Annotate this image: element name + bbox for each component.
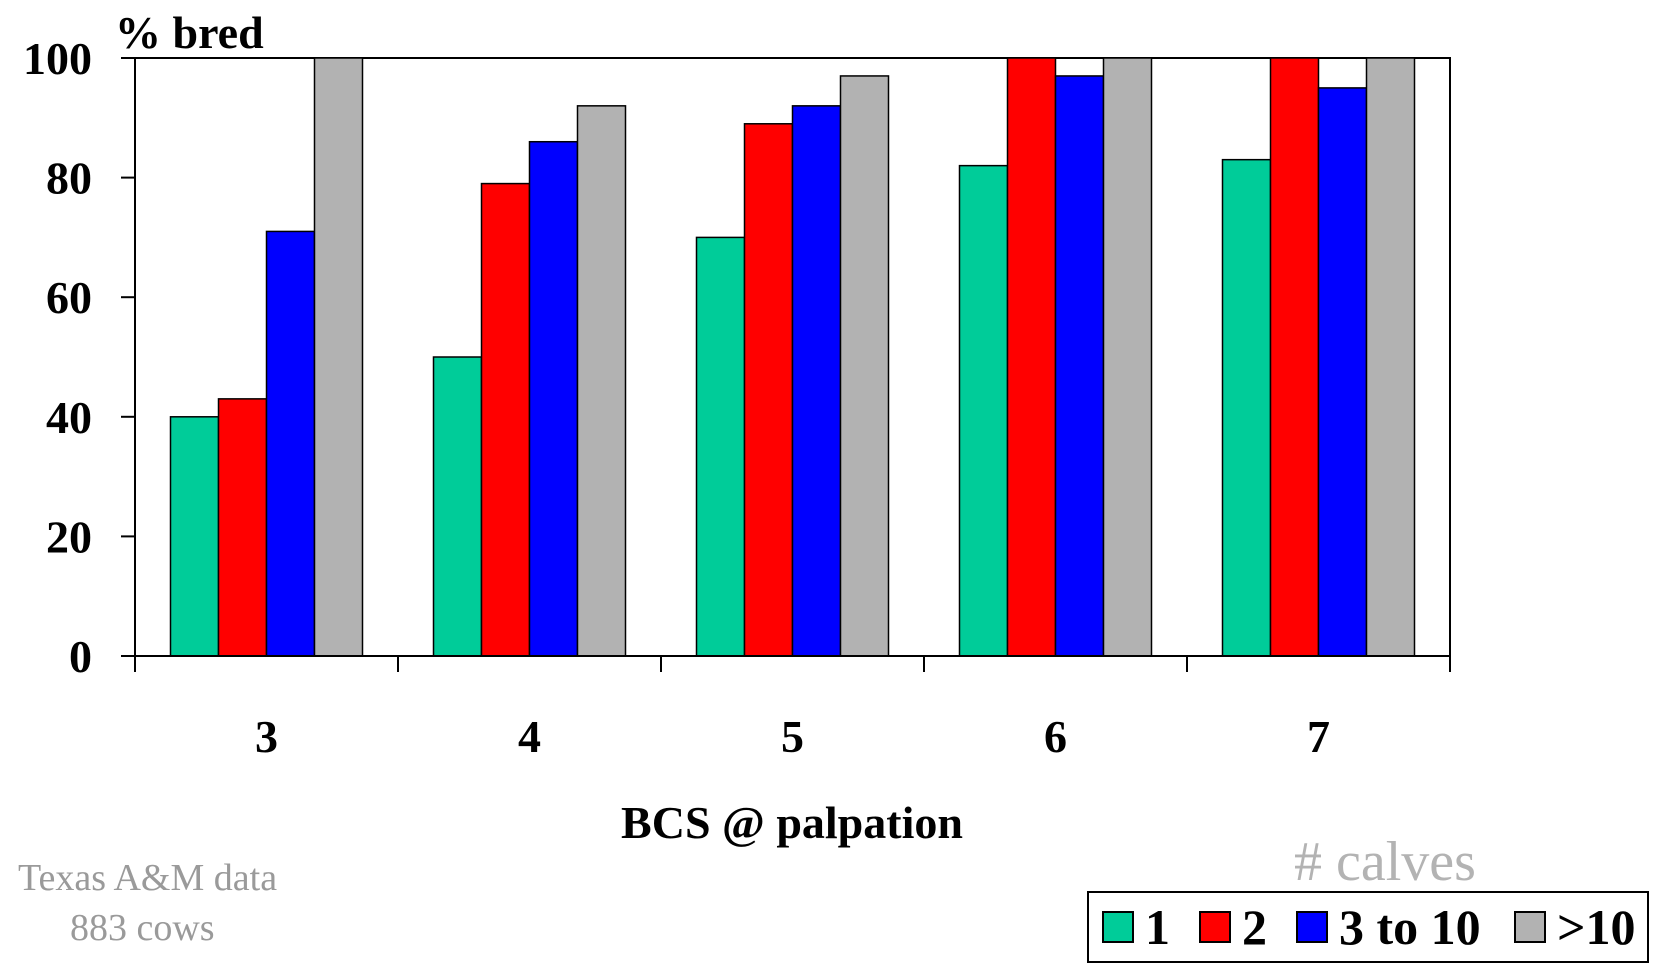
y-tick-label: 100 [23, 33, 92, 84]
y-tick-label: 0 [69, 631, 92, 682]
source-note-line1: Texas A&M data [18, 857, 277, 899]
y-tick-label: 20 [46, 511, 92, 562]
y-tick-label: 60 [46, 272, 92, 323]
bar-5-series-3 [839, 75, 890, 657]
legend-label-2: 3 to 10 [1339, 899, 1481, 955]
legend-label-1: 2 [1242, 899, 1267, 955]
legend-label-3: >10 [1557, 899, 1636, 955]
y-tick-label: 40 [46, 392, 92, 443]
bar-4-series-0 [432, 356, 483, 657]
bar-7-series-1 [1269, 57, 1320, 657]
bar-5-series-2 [791, 105, 842, 657]
bar-6-series-0 [958, 164, 1009, 657]
bar-3-series-0 [169, 416, 220, 657]
bar-3-series-3 [313, 57, 364, 657]
y-tick-label: 80 [46, 153, 92, 204]
x-tick-label: 6 [1044, 711, 1067, 762]
bar-5-series-0 [695, 236, 746, 657]
bar-7-series-0 [1221, 158, 1272, 657]
legend-label-0: 1 [1145, 899, 1170, 955]
bar-4-series-3 [576, 105, 627, 657]
legend-title: # calves [1294, 831, 1476, 893]
x-tick-label: 3 [255, 711, 278, 762]
legend-box [1087, 891, 1649, 963]
x-tick-label: 4 [518, 711, 541, 762]
legend-swatch-0 [1102, 911, 1134, 943]
plot-area: 0 20 40 60 80 100 3 4 5 6 7 [23, 33, 1451, 762]
bar-3-series-1 [217, 398, 268, 657]
bar-5-series-1 [743, 123, 794, 657]
legend: 1 2 3 to 10 >10 [1087, 891, 1649, 963]
x-axis-title: BCS @ palpation [621, 797, 963, 848]
bar-7-series-3 [1365, 57, 1416, 657]
source-note-line2: 883 cows [70, 907, 215, 949]
legend-swatch-3 [1514, 911, 1546, 943]
bar-7-series-2 [1317, 87, 1368, 657]
bar-6-series-2 [1054, 75, 1105, 657]
bar-6-series-1 [1006, 57, 1057, 657]
y-axis-title: % bred [115, 7, 264, 58]
bar-6-series-3 [1102, 57, 1153, 657]
bar-3-series-2 [265, 230, 316, 657]
legend-swatch-2 [1296, 911, 1328, 943]
x-tick-label: 5 [781, 711, 804, 762]
x-tick-label: 7 [1307, 711, 1330, 762]
bar-4-series-2 [528, 140, 579, 657]
legend-swatch-1 [1199, 911, 1231, 943]
bar-4-series-1 [480, 182, 531, 657]
